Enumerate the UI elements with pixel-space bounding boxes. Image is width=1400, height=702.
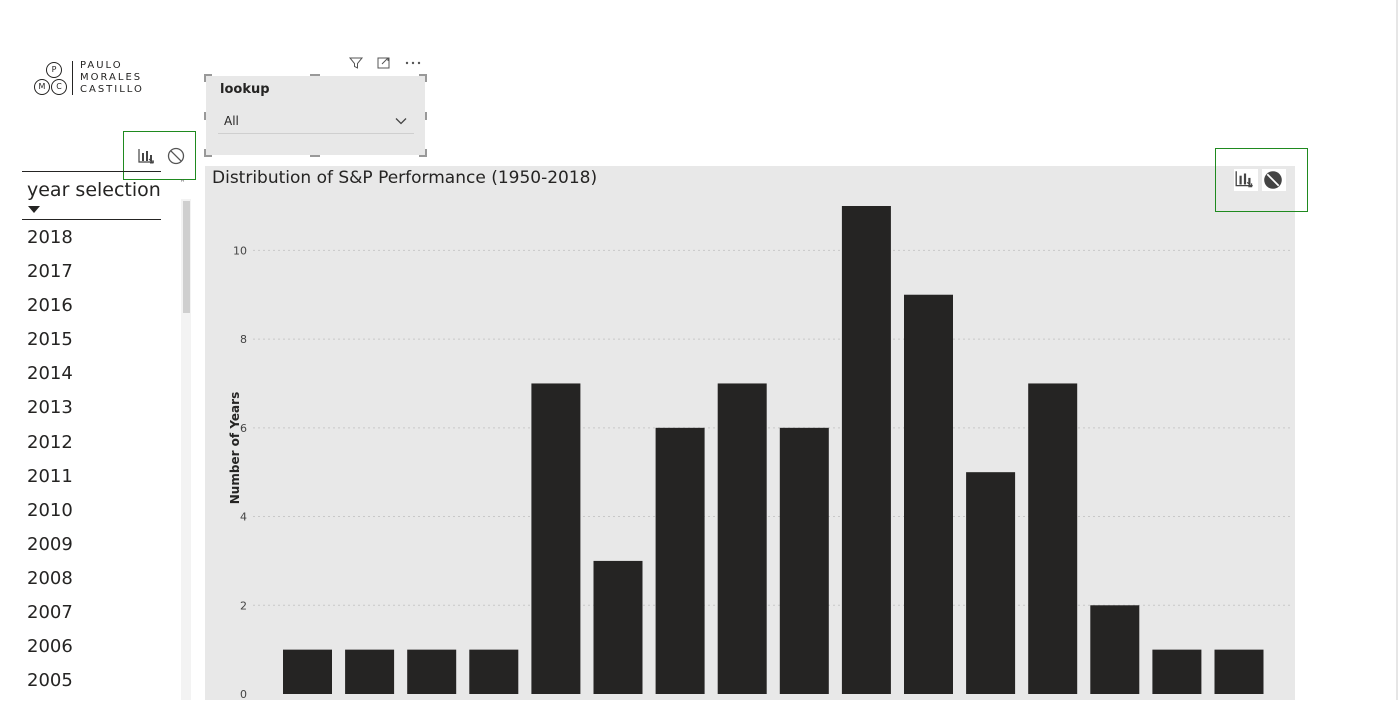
logo-letter-c: C (51, 79, 67, 95)
bar[interactable] (779, 427, 829, 694)
year-item[interactable]: 2012 (27, 431, 73, 453)
bar[interactable] (966, 472, 1016, 694)
y-tick-label: 6 (240, 422, 247, 435)
year-item[interactable]: 2015 (27, 329, 73, 351)
resize-handle[interactable] (310, 155, 320, 157)
slicer-actions-highlight (123, 131, 196, 180)
resize-handle[interactable] (425, 112, 427, 120)
year-item[interactable]: 2009 (27, 533, 73, 555)
scrollbar-track[interactable] (181, 199, 191, 700)
year-item[interactable]: 2016 (27, 295, 73, 317)
company-logo: P M C PAULO MORALES CASTILLO (30, 58, 170, 102)
chart-actions-highlight (1215, 148, 1308, 212)
year-item[interactable]: 2011 (27, 465, 73, 487)
resize-handle[interactable] (204, 112, 206, 120)
bar[interactable] (283, 649, 332, 694)
year-selection-slicer[interactable]: year selection 2018 2017 2016 2015 2014 2013 2… (22, 171, 194, 700)
chart-insights-icon[interactable] (1234, 169, 1258, 191)
bar[interactable] (407, 649, 457, 694)
year-item[interactable]: 2010 (27, 499, 73, 521)
resize-handle[interactable] (204, 74, 206, 82)
bar[interactable] (655, 427, 705, 694)
bar[interactable] (345, 649, 395, 694)
block-icon[interactable] (1262, 169, 1286, 191)
resize-handle[interactable] (425, 74, 427, 82)
resize-handle[interactable] (310, 74, 320, 76)
page-edge (1396, 0, 1398, 700)
sort-down-icon[interactable] (28, 206, 40, 213)
bar[interactable] (1090, 605, 1140, 694)
lookup-visual-header (346, 55, 426, 73)
logo-line-3: CASTILLO (80, 84, 144, 95)
bar[interactable] (469, 649, 519, 694)
slicer-header-divider (22, 219, 161, 220)
slicer-header: year selection (27, 179, 161, 201)
bar[interactable] (717, 383, 767, 694)
y-tick-label: 8 (240, 333, 247, 346)
scrollbar-thumb[interactable] (183, 201, 190, 313)
y-tick-label: 10 (233, 244, 247, 257)
bar[interactable] (1214, 649, 1264, 694)
year-item[interactable]: 2017 (27, 261, 73, 283)
scroll-up-icon[interactable]: ˄ (180, 179, 185, 190)
year-item[interactable]: 2007 (27, 602, 73, 624)
chevron-down-icon[interactable] (394, 113, 408, 132)
slicer-top-border (22, 171, 161, 172)
chart-title: Distribution of S&P Performance (1950-20… (212, 168, 598, 188)
chart-insights-icon[interactable] (137, 147, 157, 169)
bar[interactable] (904, 294, 953, 694)
year-list: 2018 2017 2016 2015 2014 2013 2012 2011 2010 2009… (27, 225, 177, 702)
resize-handle[interactable] (419, 155, 427, 157)
lookup-selected-value: All (224, 114, 239, 128)
bar[interactable] (1152, 649, 1202, 694)
bar[interactable] (593, 560, 643, 694)
logo-letter-m: M (34, 79, 50, 95)
year-item[interactable]: 2006 (27, 636, 73, 658)
y-tick-label: 0 (240, 688, 247, 700)
more-options-icon[interactable] (404, 55, 422, 75)
resize-handle[interactable] (419, 74, 427, 76)
resize-handle[interactable] (204, 74, 212, 76)
sp-distribution-chart: Distribution of S&P Performance (1950-20… (205, 166, 1295, 700)
logo-line-2: MORALES (80, 72, 143, 83)
y-tick-label: 4 (240, 511, 247, 524)
resize-handle[interactable] (204, 149, 206, 157)
resize-handle[interactable] (204, 155, 212, 157)
logo-letter-p: P (46, 62, 62, 78)
y-tick-label: 2 (240, 599, 247, 612)
bar[interactable] (531, 383, 581, 694)
bar[interactable] (841, 206, 891, 694)
year-item[interactable]: 2013 (27, 397, 73, 419)
bar[interactable] (1028, 383, 1078, 694)
year-item[interactable]: 2005 (27, 670, 73, 692)
lookup-dropdown[interactable]: All (218, 109, 414, 134)
year-item[interactable]: 2018 (27, 227, 73, 248)
year-item[interactable]: 2014 (27, 363, 73, 385)
filter-icon[interactable] (348, 55, 364, 75)
resize-handle[interactable] (425, 149, 427, 157)
lookup-slicer[interactable]: lookup All (204, 74, 427, 157)
focus-mode-icon[interactable] (376, 55, 392, 75)
year-item[interactable]: 2008 (27, 567, 73, 589)
lookup-title: lookup (220, 82, 270, 97)
chart-plot-area: 0 2 4 6 8 10 (233, 206, 1290, 700)
block-icon[interactable] (166, 146, 186, 170)
logo-line-1: PAULO (80, 60, 123, 71)
logo-divider (72, 61, 73, 95)
